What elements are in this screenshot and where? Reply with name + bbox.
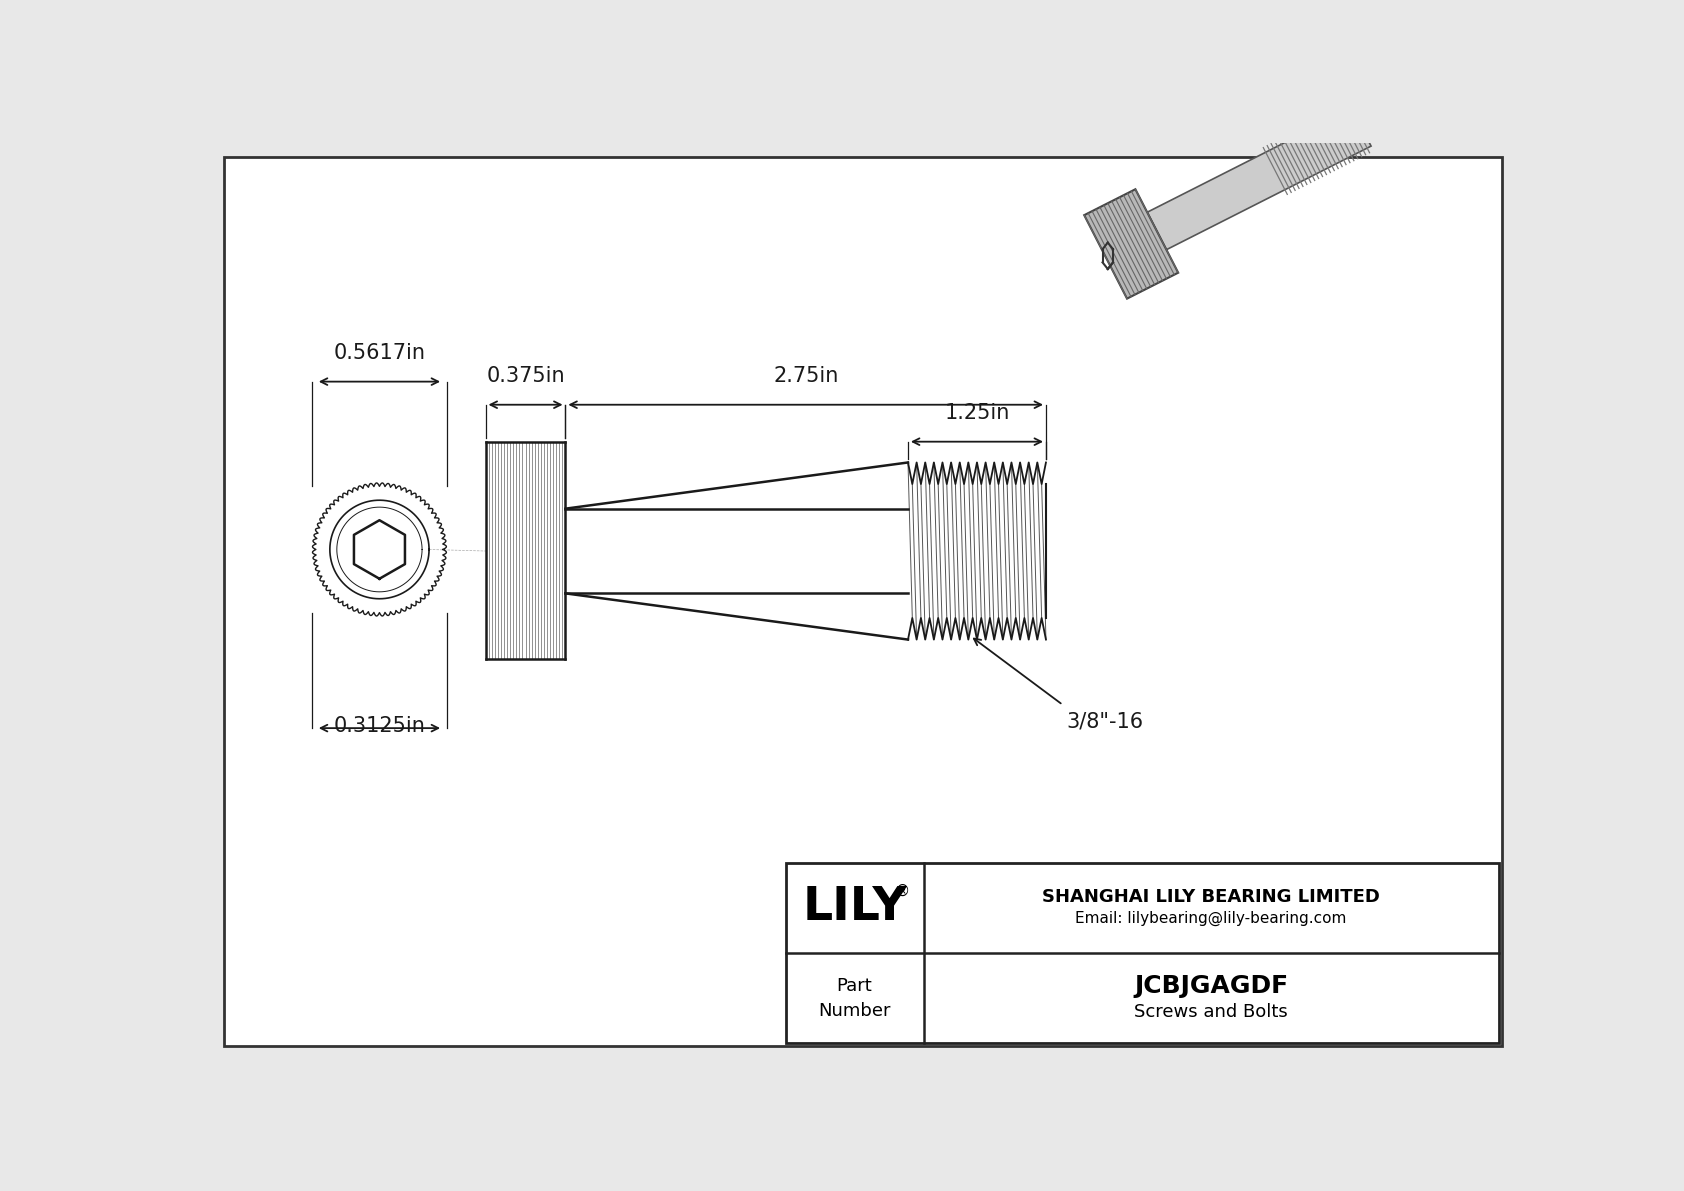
Text: ®: ® (894, 884, 909, 898)
Text: LILY: LILY (802, 885, 908, 930)
Text: 0.375in: 0.375in (487, 367, 564, 386)
Text: 1.25in: 1.25in (945, 404, 1010, 423)
Polygon shape (1084, 189, 1179, 299)
Text: 3/8"-16: 3/8"-16 (1068, 711, 1143, 731)
Text: SHANGHAI LILY BEARING LIMITED: SHANGHAI LILY BEARING LIMITED (1042, 888, 1379, 906)
Text: 2.75in: 2.75in (773, 367, 839, 386)
Text: Screws and Bolts: Screws and Bolts (1133, 1003, 1288, 1021)
Text: JCBJGAGDF: JCBJGAGDF (1133, 974, 1288, 998)
Text: 0.3125in: 0.3125in (333, 716, 426, 736)
Text: 0.5617in: 0.5617in (333, 343, 426, 363)
Text: Email: lilybearing@lily-bearing.com: Email: lilybearing@lily-bearing.com (1076, 911, 1347, 927)
Bar (785, 862, 1499, 1043)
Text: Part
Number: Part Number (818, 977, 891, 1019)
Polygon shape (1147, 108, 1371, 250)
